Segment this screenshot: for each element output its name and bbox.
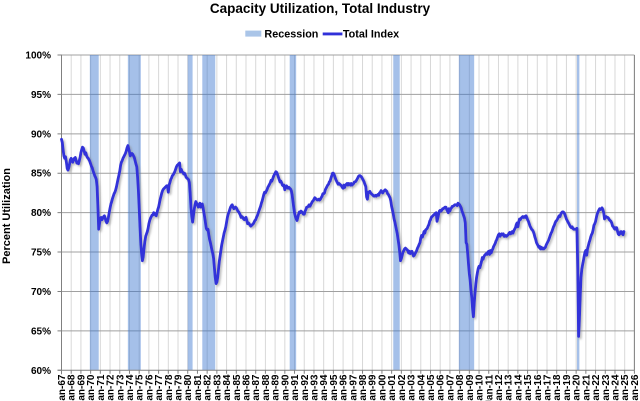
svg-text:Jan-72: Jan-72	[106, 374, 117, 401]
svg-text:Jan-00: Jan-00	[377, 374, 388, 401]
svg-text:Jan-19: Jan-19	[562, 374, 573, 401]
svg-text:Jan-04: Jan-04	[416, 374, 427, 401]
svg-text:Jan-09: Jan-09	[465, 374, 476, 401]
svg-text:70%: 70%	[31, 287, 51, 298]
svg-text:Jan-01: Jan-01	[387, 374, 398, 401]
svg-text:Jan-96: Jan-96	[339, 374, 350, 401]
svg-text:85%: 85%	[31, 169, 51, 180]
svg-text:100%: 100%	[25, 51, 51, 62]
svg-text:Jan-82: Jan-82	[203, 374, 214, 401]
svg-text:90%: 90%	[31, 129, 51, 140]
svg-text:Jan-18: Jan-18	[552, 374, 563, 401]
svg-text:Jan-23: Jan-23	[601, 374, 612, 401]
svg-text:Jan-94: Jan-94	[319, 374, 330, 401]
svg-text:Jan-16: Jan-16	[533, 374, 544, 401]
svg-text:Jan-22: Jan-22	[591, 374, 602, 401]
svg-text:Jan-25: Jan-25	[620, 374, 631, 401]
svg-text:Jan-20: Jan-20	[572, 374, 583, 401]
svg-text:Jan-75: Jan-75	[135, 374, 146, 401]
svg-text:Jan-92: Jan-92	[300, 374, 311, 401]
svg-text:Jan-08: Jan-08	[455, 374, 466, 401]
svg-text:Jan-10: Jan-10	[475, 374, 486, 401]
svg-text:Jan-78: Jan-78	[164, 374, 175, 401]
svg-text:60%: 60%	[31, 366, 51, 377]
svg-text:Jan-85: Jan-85	[232, 374, 243, 401]
svg-text:80%: 80%	[31, 208, 51, 219]
svg-text:Jan-07: Jan-07	[445, 374, 456, 401]
svg-text:Jan-91: Jan-91	[290, 374, 301, 401]
svg-text:Jan-06: Jan-06	[436, 374, 447, 401]
svg-text:Jan-98: Jan-98	[358, 374, 369, 401]
svg-text:Jan-26: Jan-26	[630, 374, 640, 401]
svg-text:Jan-89: Jan-89	[271, 374, 282, 401]
svg-text:Jan-79: Jan-79	[174, 374, 185, 401]
svg-text:Jan-21: Jan-21	[581, 374, 592, 401]
svg-text:Jan-73: Jan-73	[115, 374, 126, 401]
svg-text:Jan-74: Jan-74	[125, 374, 136, 401]
svg-text:Jan-95: Jan-95	[329, 374, 340, 401]
svg-text:Jan-15: Jan-15	[523, 374, 534, 401]
svg-text:Jan-86: Jan-86	[241, 374, 252, 401]
svg-text:Jan-12: Jan-12	[494, 374, 505, 401]
svg-text:Jan-24: Jan-24	[610, 374, 621, 401]
svg-text:Jan-17: Jan-17	[543, 374, 554, 401]
svg-text:Total Index: Total Index	[343, 28, 399, 40]
svg-text:Capacity Utilization, Total In: Capacity Utilization, Total Industry	[210, 1, 431, 16]
svg-text:Jan-70: Jan-70	[86, 374, 97, 401]
svg-text:Jan-77: Jan-77	[154, 374, 165, 401]
svg-text:Jan-84: Jan-84	[222, 374, 233, 401]
svg-text:Jan-76: Jan-76	[144, 374, 155, 401]
svg-text:Jan-83: Jan-83	[212, 374, 223, 401]
svg-text:Jan-93: Jan-93	[309, 374, 320, 401]
svg-text:Jan-14: Jan-14	[513, 374, 524, 401]
svg-text:95%: 95%	[31, 90, 51, 101]
svg-text:Jan-80: Jan-80	[183, 374, 194, 401]
svg-text:Recession: Recession	[264, 28, 318, 40]
svg-text:Jan-90: Jan-90	[280, 374, 291, 401]
svg-text:Jan-02: Jan-02	[397, 374, 408, 401]
svg-text:75%: 75%	[31, 248, 51, 259]
svg-text:Jan-13: Jan-13	[504, 374, 515, 401]
svg-text:Jan-05: Jan-05	[426, 374, 437, 401]
svg-text:Percent Utilization: Percent Utilization	[1, 168, 13, 264]
svg-text:Jan-97: Jan-97	[348, 374, 359, 401]
svg-text:Jan-99: Jan-99	[368, 374, 379, 401]
svg-text:Jan-11: Jan-11	[484, 374, 495, 401]
svg-text:Jan-67: Jan-67	[57, 374, 68, 401]
svg-text:Jan-87: Jan-87	[251, 374, 262, 401]
svg-text:Jan-69: Jan-69	[76, 374, 87, 401]
svg-text:Jan-81: Jan-81	[193, 374, 204, 401]
svg-text:Jan-71: Jan-71	[96, 374, 107, 401]
svg-text:65%: 65%	[31, 326, 51, 337]
svg-text:Jan-03: Jan-03	[407, 374, 418, 401]
svg-text:Jan-88: Jan-88	[261, 374, 272, 401]
svg-text:Jan-68: Jan-68	[67, 374, 78, 401]
